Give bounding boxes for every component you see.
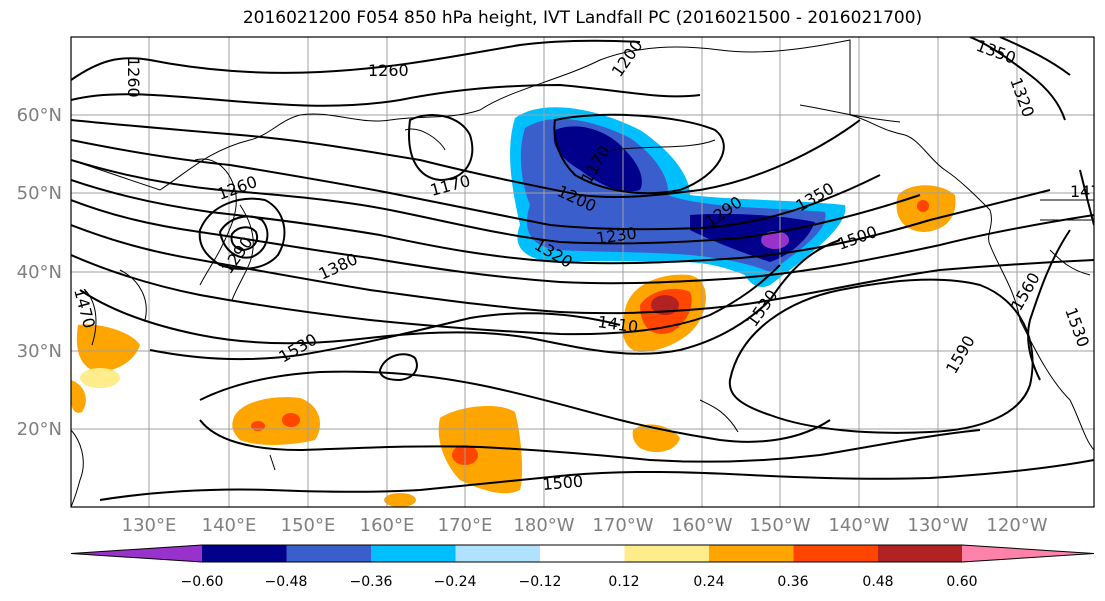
- lon-label: 130°W: [907, 515, 968, 536]
- lon-label: 130°E: [122, 515, 177, 536]
- colorbar-segment: [71, 545, 202, 562]
- longitude-labels: 130°E 140°E 150°E 160°E 170°E 180°W 170°…: [122, 515, 1048, 536]
- colorbar-outline: [70, 544, 1095, 563]
- colorbar-labels: −0.60 −0.48 −0.36 −0.24 −0.12 0.12 0.24 …: [181, 574, 978, 590]
- lon-label: 140°E: [202, 515, 257, 536]
- colorbar-tick-label: −0.36: [350, 574, 393, 590]
- colorbar-segment: [202, 545, 287, 562]
- colorbar-tick-label: −0.60: [181, 574, 224, 590]
- colorbar-tick-label: −0.12: [519, 574, 562, 590]
- colorbar-tick-label: 0.12: [608, 574, 639, 590]
- colorbar-segment: [962, 545, 1094, 562]
- lat-label: 40°N: [17, 262, 62, 283]
- colorbar-segment: [624, 545, 709, 562]
- lon-label: 180°W: [513, 515, 574, 536]
- colorbar-tick-label: 0.24: [693, 574, 724, 590]
- lon-label: 160°E: [360, 515, 415, 536]
- contour-label: 1470: [1070, 182, 1105, 201]
- lon-label: 160°W: [671, 515, 732, 536]
- colorbar-tick-label: 0.48: [862, 574, 893, 590]
- lat-label: 60°N: [17, 105, 62, 126]
- height-contours: [71, 37, 1094, 501]
- lon-label: 120°W: [986, 515, 1047, 536]
- colorbar-tick-label: 0.60: [946, 574, 977, 590]
- latitude-labels: 60°N 50°N 40°N 30°N 20°N: [17, 105, 62, 440]
- colorbar-tick-label: 0.36: [777, 574, 808, 590]
- lat-label: 50°N: [17, 183, 62, 204]
- lon-label: 170°E: [438, 515, 493, 536]
- colorbar-segment: [878, 545, 963, 562]
- map-title: 2016021200 F054 850 hPa height, IVT Land…: [242, 8, 923, 28]
- contour-label: 1500: [542, 472, 584, 494]
- lon-label: 150°E: [281, 515, 336, 536]
- contour-label: 1260: [124, 57, 143, 98]
- map-border: [70, 36, 1095, 508]
- colorbar: [70, 544, 1095, 563]
- lat-label: 20°N: [17, 419, 62, 440]
- lat-label: 30°N: [17, 341, 62, 362]
- colorbar-segment: [455, 545, 540, 562]
- colorbar-segment: [793, 545, 878, 562]
- lon-label: 140°W: [828, 515, 889, 536]
- contour-label: 1260: [368, 61, 409, 80]
- colorbar-segment: [709, 545, 794, 562]
- colorbar-segment: [371, 545, 456, 562]
- colorbar-segment: [286, 545, 371, 562]
- colorbar-segment: [540, 545, 625, 562]
- ivt-positive-shading: [71, 185, 956, 507]
- lon-label: 150°W: [749, 515, 810, 536]
- colorbar-tick-label: −0.24: [434, 574, 477, 590]
- colorbar-tick-label: −0.48: [265, 574, 308, 590]
- coastlines: [71, 39, 1094, 507]
- lon-label: 170°W: [592, 515, 653, 536]
